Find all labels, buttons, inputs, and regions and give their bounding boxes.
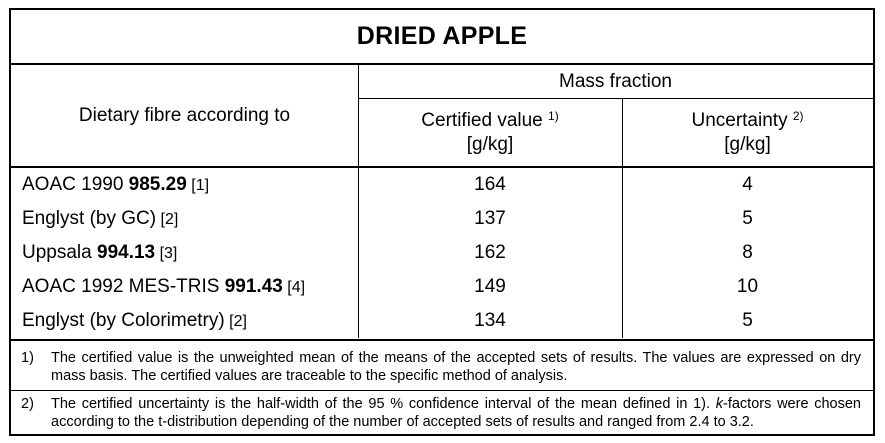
certificate-table: DRIED APPLE Dietary fibre according to M… (9, 8, 875, 436)
header-method-label: Dietary fibre according to (78, 105, 291, 126)
table-row: Englyst (by GC) [2] 137 5 (11, 202, 873, 236)
footnote-text: The certified value is the unweighted me… (51, 350, 861, 384)
uncertainty-footnote: 2) (792, 109, 804, 123)
uncertainty-unit: [g/kg] (724, 134, 771, 155)
table-row: Uppsala 994.13 [3] 162 8 (11, 236, 873, 270)
table-row: AOAC 1992 MES-TRIS 991.43 [4] 149 10 (11, 270, 873, 304)
footnote-number: 1) (21, 350, 34, 366)
uncertainty-cell: 5 (742, 208, 753, 229)
table-row: Englyst (by Colorimetry) [2] 134 5 (11, 304, 873, 338)
certified-value-cell: 162 (474, 242, 506, 263)
uncertainty-cell: 10 (736, 276, 759, 297)
uncertainty-label: Uncertainty (691, 110, 788, 131)
certified-value-cell: 149 (474, 276, 506, 297)
header-mass-fraction: Mass fraction (358, 65, 873, 98)
method-cell: AOAC 1990 985.29 [1] (22, 174, 210, 195)
method-cell: Uppsala 994.13 [3] (22, 242, 178, 263)
footnote-text: The certified uncertainty is the half-wi… (51, 396, 861, 430)
header-uncertainty: Uncertainty 2) [g/kg] (622, 99, 873, 167)
method-cell: Englyst (by GC) [2] (22, 208, 179, 229)
header-method: Dietary fibre according to (11, 65, 358, 167)
certified-value-cell: 134 (474, 310, 506, 331)
header-mass-fraction-label: Mass fraction (559, 70, 672, 92)
table-title: DRIED APPLE (11, 10, 873, 65)
uncertainty-cell: 4 (742, 174, 753, 195)
certified-value-cell: 137 (474, 208, 506, 229)
method-cell: Englyst (by Colorimetry) [2] (22, 310, 247, 331)
certified-value-unit: [g/kg] (466, 134, 514, 155)
certified-value-cell: 164 (474, 174, 506, 195)
uncertainty-cell: 5 (742, 310, 753, 331)
footnote-number: 2) (21, 396, 34, 412)
certified-value-label: Certified value (421, 110, 543, 131)
certified-value-footnote: 1) (548, 109, 559, 123)
method-cell: AOAC 1992 MES-TRIS 991.43 [4] (22, 276, 306, 297)
table-row: AOAC 1990 985.29 [1] 164 4 (11, 168, 873, 202)
header-certified-value: Certified value 1) [g/kg] (358, 99, 622, 167)
uncertainty-cell: 8 (742, 242, 753, 263)
